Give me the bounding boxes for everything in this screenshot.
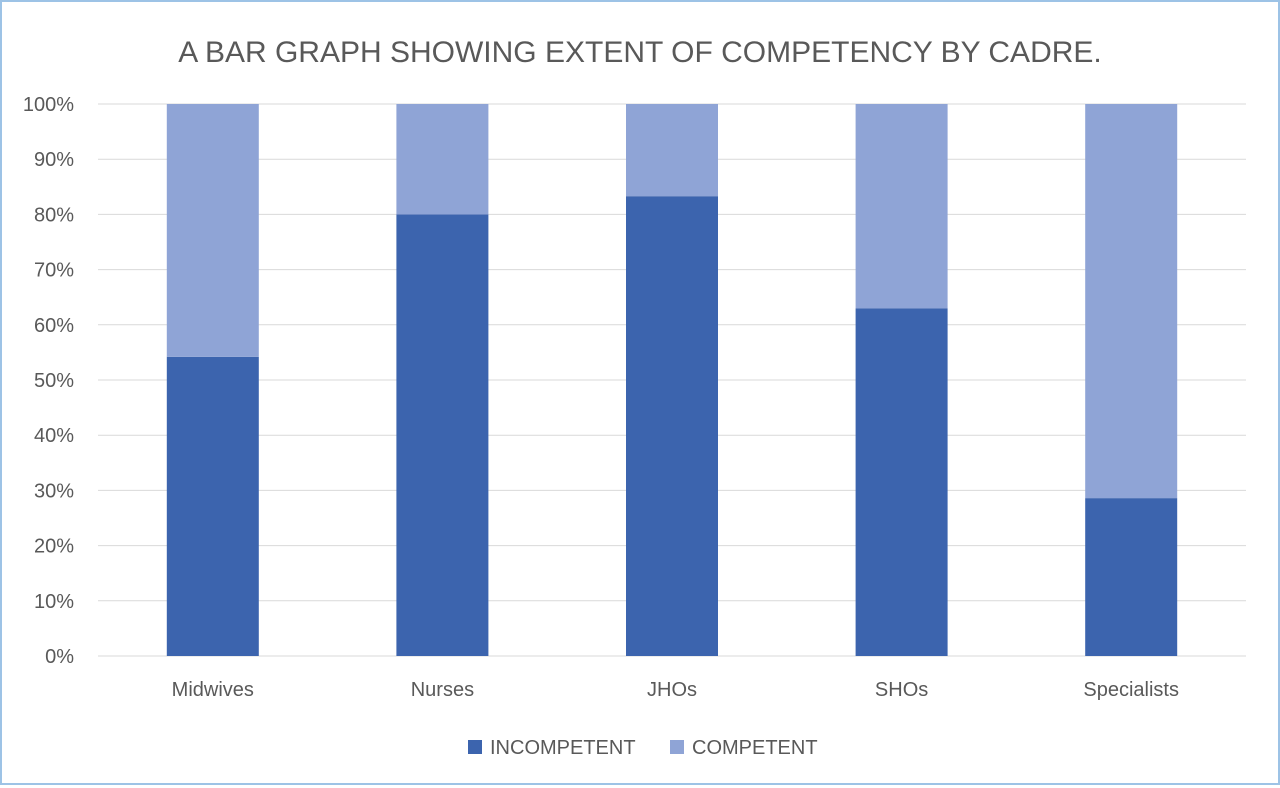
y-tick-label: 60% — [34, 315, 74, 337]
x-tick-label: Midwives — [172, 679, 254, 701]
x-tick-label: Specialists — [1083, 679, 1179, 701]
y-tick-label: 0% — [45, 646, 74, 668]
legend-label-competent: COMPETENT — [692, 737, 818, 759]
y-tick-label: 10% — [34, 591, 74, 613]
legend-swatch-incompetent — [468, 740, 482, 754]
y-tick-label: 50% — [34, 370, 74, 392]
y-tick-label: 90% — [34, 149, 74, 171]
x-tick-label: Nurses — [411, 679, 474, 701]
bar-incompetent-jhos — [626, 196, 718, 656]
chart-title: A BAR GRAPH SHOWING EXTENT OF COMPETENCY… — [178, 36, 1102, 69]
bar-incompetent-midwives — [166, 356, 259, 656]
bar-incompetent-shos — [855, 308, 948, 656]
legend-label-incompetent: INCOMPETENT — [490, 737, 636, 759]
x-axis-ticks: Midwives Nurses JHOs SHOs Specialists — [172, 679, 1179, 701]
y-tick-label: 100% — [23, 94, 74, 116]
x-tick-label: SHOs — [875, 679, 928, 701]
bar-competent-midwives — [166, 104, 259, 357]
y-tick-label: 20% — [34, 536, 74, 558]
bar-incompetent-nurses — [396, 214, 489, 656]
bar-competent-specialists — [1085, 104, 1178, 499]
y-tick-label: 40% — [34, 425, 74, 447]
bars — [166, 104, 1178, 656]
x-tick-label: JHOs — [647, 679, 697, 701]
y-tick-label: 80% — [34, 204, 74, 226]
legend-swatch-competent — [670, 740, 684, 754]
bar-incompetent-specialists — [1085, 498, 1178, 656]
legend: INCOMPETENT COMPETENT — [468, 737, 818, 759]
y-tick-label: 30% — [34, 480, 74, 502]
bar-competent-shos — [855, 104, 948, 309]
bar-competent-nurses — [396, 104, 489, 215]
y-axis-ticks: 0% 10% 20% 30% 40% 50% 60% 70% 80% 90% 100% — [23, 94, 74, 668]
bar-competent-jhos — [626, 104, 718, 197]
y-tick-label: 70% — [34, 260, 74, 282]
